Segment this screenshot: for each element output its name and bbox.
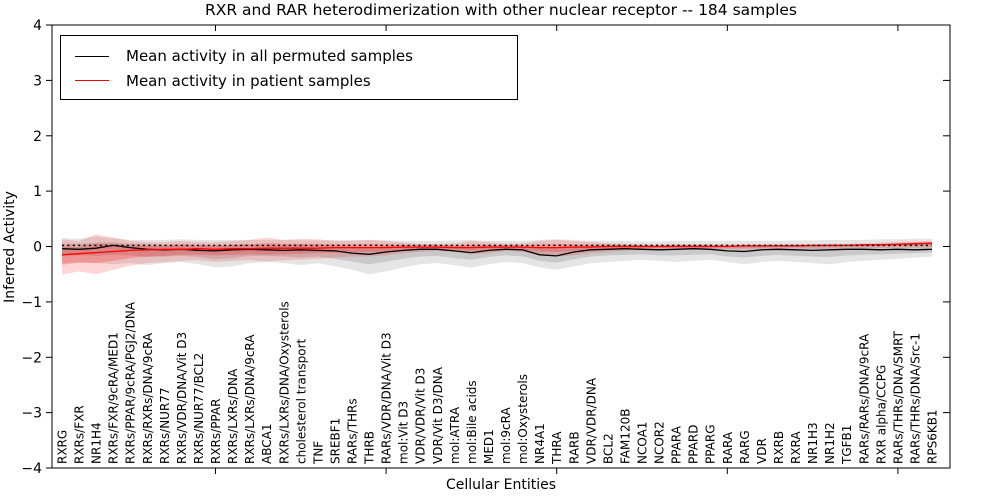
- x-tick-label: THRA: [550, 431, 564, 465]
- x-tick-label: RXRs/FXR/9cRA/MED1: [107, 332, 121, 464]
- x-tick-label: PPARA: [670, 425, 684, 464]
- x-tick-label: FAM120B: [618, 409, 632, 465]
- y-tick-label: 1: [33, 184, 42, 200]
- x-tick-label: RPS6KB1: [926, 409, 940, 464]
- x-tick-label: RXRA: [789, 431, 803, 464]
- y-tick-label: −1: [21, 295, 42, 311]
- x-tick-label: BCL2: [601, 433, 615, 464]
- chart-title: RXR and RAR heterodimerization with othe…: [204, 1, 798, 19]
- band-patient-range-outer: [62, 234, 932, 275]
- x-tick-label: RARA: [721, 431, 735, 464]
- x-tick-label: RARs/VDR/DNA/Vit D3: [380, 332, 394, 464]
- x-tick-label: VDR/VDR/DNA: [584, 377, 598, 464]
- x-tick-label: RARs/RARs/DNA/9cRA: [857, 333, 871, 464]
- x-tick-label: MED1: [482, 429, 496, 464]
- x-tick-label: mol:Vit D3: [397, 401, 411, 464]
- x-tick-label: PPARG: [704, 424, 718, 464]
- x-tick-label: RARs/THRs: [346, 398, 360, 464]
- x-tick-label: RXRB: [772, 431, 786, 464]
- x-tick-label: mol:ATRA: [448, 406, 462, 464]
- x-tick-label: RXRs/FXR: [73, 405, 87, 464]
- x-tick-label: mol:Bile acids: [465, 380, 479, 464]
- x-tick-label: RXRs/NUR77/BCL2: [192, 353, 206, 464]
- x-tick-label: NCOA1: [636, 422, 650, 464]
- legend-label-permuted: Mean activity in all permuted samples: [126, 47, 413, 66]
- x-tick-label: RXRs/NUR77: [158, 387, 172, 464]
- legend-label-patient: Mean activity in patient samples: [126, 71, 371, 90]
- y-tick-label: 0: [33, 240, 42, 256]
- x-tick-label: mol:Oxysterols: [516, 374, 530, 464]
- x-tick-label: mol:9cRA: [499, 407, 513, 464]
- x-tick-label: NCOR2: [653, 421, 667, 464]
- x-tick-label: NR1H3: [806, 422, 820, 464]
- y-tick-label: 3: [33, 73, 42, 89]
- x-tick-label: RXRs/VDR/DNA/Vit D3: [175, 332, 189, 464]
- y-tick-label: −3: [21, 406, 42, 422]
- y-tick-label: −4: [21, 461, 42, 477]
- x-tick-label: THRB: [363, 431, 377, 465]
- x-tick-label: NR1H4: [90, 422, 104, 464]
- legend-line-permuted-icon: [75, 55, 109, 57]
- x-tick-label: cholesterol transport: [294, 338, 308, 464]
- x-tick-label: RARB: [567, 431, 581, 464]
- x-tick-label: RARG: [738, 430, 752, 464]
- x-tick-label: RXR alpha/CCPG: [874, 365, 888, 464]
- x-tick-label: PPARD: [687, 425, 701, 465]
- x-tick-label: VDR: [755, 438, 769, 464]
- x-tick-label: ABCA1: [260, 424, 274, 464]
- x-tick-label: RARs/THRs/DNA/Src-1: [908, 333, 922, 464]
- x-tick-label: RXRs/LXRs/DNA/Oxysterols: [277, 301, 291, 464]
- x-tick-label: NR1H2: [823, 422, 837, 464]
- legend: Mean activity in all permuted samples Me…: [60, 35, 518, 100]
- y-tick-label: 4: [33, 18, 42, 34]
- x-tick-label: VDR/Vit D3/DNA: [431, 366, 445, 464]
- y-tick-label: −2: [21, 350, 42, 366]
- y-tick-label: 2: [33, 129, 42, 145]
- x-tick-label: RXRs/PPAR/9cRA/PGJ2/DNA: [124, 301, 138, 464]
- x-tick-label: TNF: [311, 441, 325, 465]
- x-tick-label: RXRs/PPAR: [209, 399, 223, 464]
- x-tick-label: RARs/THRs/DNA/SMRT: [891, 330, 905, 464]
- legend-entry: Mean activity in all permuted samples: [75, 47, 505, 65]
- legend-entry: Mean activity in patient samples: [75, 72, 505, 90]
- x-tick-label: SREBF1: [328, 418, 342, 464]
- x-tick-label: RXRs/LXRs/DNA/9cRA: [243, 334, 257, 464]
- x-tick-label: TGFB1: [840, 425, 854, 465]
- legend-line-patient-icon: [75, 80, 109, 82]
- y-axis-title: Inferred Activity: [2, 191, 18, 303]
- x-tick-label: RXRs/LXRs/DNA: [226, 368, 240, 464]
- x-tick-label: RXRs/RXRs/DNA/9cRA: [141, 332, 155, 464]
- series-line-mean-activity-in-all-permuted-samples: [61, 244, 933, 257]
- x-tick-label: VDR/VDR/Vit D3: [414, 368, 428, 464]
- x-tick-label: NR4A1: [533, 423, 547, 464]
- x-axis-title: Cellular Entities: [445, 477, 557, 493]
- x-tick-label: RXRG: [56, 430, 70, 464]
